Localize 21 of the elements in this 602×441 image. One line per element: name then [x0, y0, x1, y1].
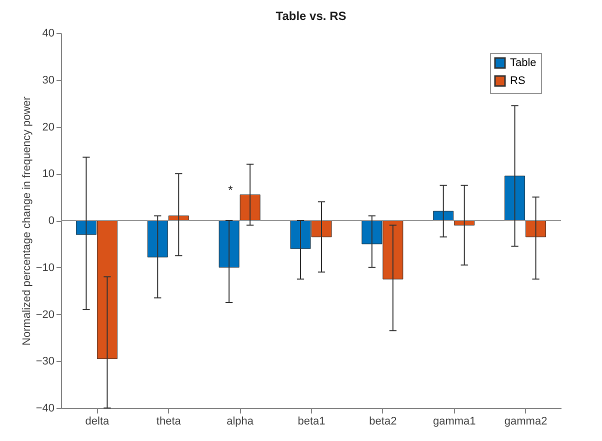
y-tick-label: 30	[42, 74, 54, 86]
x-tick-label: delta	[85, 416, 110, 428]
x-tick-label: gamma2	[504, 416, 548, 428]
legend-label: RS	[510, 75, 526, 87]
chart-title: Table vs. RS	[276, 9, 346, 23]
x-tick-label: alpha	[226, 416, 254, 428]
x-tick-label: beta1	[298, 416, 326, 428]
y-tick-label: 40	[42, 28, 54, 40]
y-tick-label: 0	[48, 215, 54, 227]
legend-label: Table	[510, 57, 536, 69]
x-tick-label: theta	[156, 416, 182, 428]
x-tick-label: beta2	[369, 416, 397, 428]
y-tick-label: −40	[36, 402, 54, 414]
y-tick-label: 20	[42, 121, 54, 134]
y-tick-label: 10	[42, 168, 54, 180]
x-tick-label: gamma1	[432, 416, 476, 428]
y-tick-label: −20	[36, 308, 54, 321]
y-axis-title: Normalized percentage change in frequency power	[20, 96, 33, 346]
y-tick-label: −30	[36, 356, 54, 368]
annotation: *	[228, 183, 234, 198]
y-tick-label: −10	[36, 262, 54, 274]
